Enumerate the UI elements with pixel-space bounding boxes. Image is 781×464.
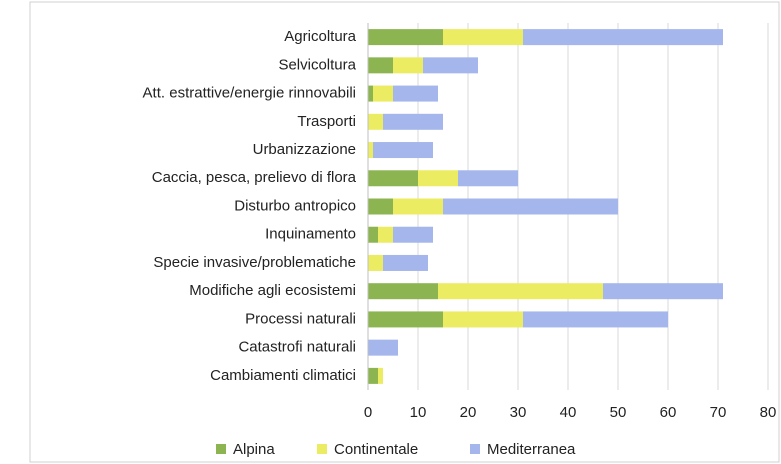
bar-segment: [373, 142, 433, 159]
x-tick-label: 40: [560, 404, 577, 421]
bar-segment: [368, 311, 443, 328]
y-tick-label: Catastrofi naturali: [238, 339, 356, 356]
y-tick-label: Urbanizzazione: [253, 141, 356, 158]
x-tick-label: 30: [510, 404, 527, 421]
y-tick-label: Inquinamento: [265, 226, 356, 243]
legend-label: Mediterranea: [487, 441, 576, 458]
y-tick-label: Selvicoltura: [278, 56, 356, 73]
y-tick-label: Trasporti: [297, 113, 356, 130]
x-tick-label: 50: [610, 404, 627, 421]
bar-segment: [368, 170, 418, 187]
bar-segment: [368, 254, 383, 271]
bar-segment: [423, 57, 478, 74]
y-tick-label: Cambiamenti climatici: [210, 367, 356, 384]
bar-segment: [383, 254, 428, 271]
bar-segment: [523, 311, 668, 328]
bar-segment: [368, 367, 378, 384]
chart-border: [29, 1, 780, 463]
bar-segment: [368, 113, 383, 130]
y-tick-label: Disturbo antropico: [234, 197, 356, 214]
bar-segment: [368, 29, 443, 46]
legend-swatch: [317, 444, 327, 454]
x-tick-label: 60: [660, 404, 677, 421]
y-tick-label: Modifiche agli ecosistemi: [189, 282, 356, 299]
legend-swatch: [216, 444, 226, 454]
bar-segment: [393, 198, 443, 215]
bar-segment: [378, 226, 393, 243]
bar-segment: [393, 85, 438, 102]
x-tick-label: 10: [410, 404, 427, 421]
bar-segment: [458, 170, 518, 187]
bar-segment: [523, 29, 723, 46]
y-tick-label: Att. estrattive/energie rinnovabili: [143, 85, 356, 102]
y-tick-label: Agricoltura: [284, 28, 356, 45]
y-tick-label: Specie invasive/problematiche: [153, 254, 356, 271]
bar-segment: [378, 367, 383, 384]
legend-swatch: [470, 444, 480, 454]
legend-label: Alpina: [233, 441, 275, 458]
x-tick-label: 70: [710, 404, 727, 421]
bar-segment: [443, 198, 618, 215]
bar-segment: [393, 57, 423, 74]
bar-segment: [438, 283, 603, 300]
bar-segment: [418, 170, 458, 187]
bar-segment: [368, 226, 378, 243]
bar-segment: [368, 57, 393, 74]
y-tick-label: Caccia, pesca, prelievo di flora: [152, 169, 357, 186]
bar-segment: [373, 85, 393, 102]
x-tick-label: 80: [760, 404, 777, 421]
legend-label: Continentale: [334, 441, 418, 458]
bar-segment: [368, 339, 398, 356]
bar-segment: [368, 198, 393, 215]
bar-segment: [368, 283, 438, 300]
bar-segment: [443, 29, 523, 46]
x-tick-label: 20: [460, 404, 477, 421]
bar-segment: [443, 311, 523, 328]
bar-segment: [393, 226, 433, 243]
bar-segment: [603, 283, 723, 300]
bar-segment: [368, 142, 373, 159]
y-tick-label: Processi naturali: [245, 310, 356, 327]
bar-segment: [368, 85, 373, 102]
bar-segment: [383, 113, 443, 130]
x-tick-label: 0: [364, 404, 372, 421]
